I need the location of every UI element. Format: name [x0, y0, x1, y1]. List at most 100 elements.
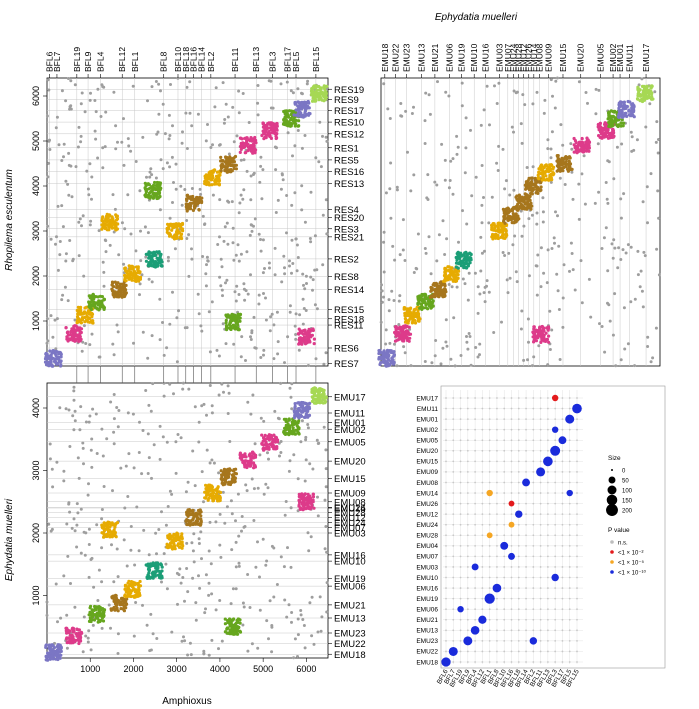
amphioxus-ephydatia-background-point: [248, 606, 252, 609]
amphioxus-rhopilema-cluster-point: [51, 349, 56, 353]
amphioxus-rhopilema-background-point: [221, 294, 224, 298]
amphioxus-ephydatia-background-point: [296, 477, 300, 481]
amphioxus-ephydatia-background-point: [180, 639, 184, 643]
ephydatia-rhopilema-cluster-point: [566, 169, 571, 173]
amphioxus-rhopilema-background-point: [295, 269, 299, 273]
amphioxus-rhopilema-cluster-point: [131, 267, 135, 271]
ephydatia-rhopilema-cluster-point: [387, 354, 391, 358]
ephydatia-rhopilema-top-label: EMU11: [625, 44, 635, 72]
amphioxus-rhopilema-cluster-point: [317, 96, 321, 101]
ephydatia-rhopilema-cluster-point: [596, 123, 601, 127]
amphioxus-ephydatia-cluster-point: [177, 538, 181, 542]
ephydatia-rhopilema-background-point: [639, 269, 643, 273]
amphioxus-rhopilema-background-point: [141, 330, 145, 334]
ephydatia-rhopilema-cluster-point: [560, 160, 565, 164]
amphioxus-ephydatia-background-point: [168, 382, 172, 386]
ephydatia-rhopilema-cluster-point: [443, 270, 447, 274]
amphioxus-ephydatia-cluster-point: [218, 498, 222, 502]
amphioxus-rhopilema-top-label: BFL3: [268, 51, 278, 72]
amphioxus-ephydatia-background-point: [290, 611, 294, 614]
ephydatia-rhopilema-cluster-point: [384, 364, 388, 368]
amphioxus-rhopilema-cluster-point: [126, 273, 130, 277]
amphioxus-ephydatia-background-point: [62, 574, 66, 578]
ephydatia-rhopilema-cluster-point: [636, 85, 640, 89]
amphioxus-ephydatia-background-point: [117, 409, 121, 412]
amphioxus-ephydatia-background-point: [126, 411, 130, 415]
ephydatia-rhopilema-cluster-point: [398, 327, 402, 331]
ephydatia-rhopilema-background-point: [476, 311, 480, 315]
amphioxus-rhopilema-cluster-point: [210, 183, 214, 187]
amphioxus-rhopilema-background-point: [66, 77, 70, 80]
ephydatia-rhopilema-cluster-point: [407, 339, 411, 343]
ephydatia-rhopilema-background-point: [398, 294, 402, 298]
ephydatia-rhopilema-background-point: [541, 220, 545, 224]
ephydatia-rhopilema-cluster-point: [456, 276, 460, 280]
amphioxus-ephydatia-cluster-point: [59, 647, 63, 651]
amphioxus-ephydatia-background-point: [112, 430, 116, 434]
amphioxus-rhopilema-y-tick-label: 1000: [31, 311, 41, 331]
amphioxus-rhopilema-cluster-point: [237, 316, 241, 320]
ephydatia-rhopilema-background-point: [522, 358, 526, 362]
amphioxus-ephydatia-background-point: [325, 550, 329, 554]
amphioxus-ephydatia-background-point: [126, 495, 130, 498]
ephydatia-rhopilema-background-point: [586, 101, 589, 105]
amphioxus-ephydatia-background-point: [65, 613, 69, 617]
amphioxus-rhopilema-cluster-point: [112, 295, 116, 299]
amphioxus-rhopilema-background-point: [146, 99, 149, 103]
amphioxus-ephydatia-background-point: [317, 441, 321, 445]
amphioxus-rhopilema-background-point: [231, 241, 235, 245]
ephydatia-rhopilema-background-point: [622, 192, 626, 196]
ephydatia-rhopilema-background-point: [606, 201, 610, 205]
amphioxus-rhopilema-cluster-point: [78, 306, 82, 310]
amphioxus-ephydatia-background-point: [289, 395, 293, 399]
ephydatia-rhopilema-background-point: [457, 240, 460, 244]
amphioxus-rhopilema-background-point: [214, 86, 218, 90]
amphioxus-ephydatia-background-point: [251, 393, 255, 397]
amphioxus-rhopilema-cluster-point: [100, 302, 104, 306]
amphioxus-ephydatia-cluster-point: [46, 651, 50, 655]
amphioxus-ephydatia-background-point: [234, 540, 238, 544]
ephydatia-rhopilema-background-point: [620, 142, 624, 146]
amphioxus-rhopilema-cluster-point: [167, 227, 171, 231]
amphioxus-rhopilema-background-point: [126, 137, 130, 141]
amphioxus-ephydatia-background-point: [152, 443, 156, 447]
ephydatia-rhopilema-cluster-point: [391, 358, 395, 362]
ephydatia-rhopilema-cluster-point: [609, 109, 613, 113]
ephydatia-rhopilema-cluster-point: [491, 237, 495, 241]
ephydatia-rhopilema-cluster-point: [538, 328, 542, 332]
amphioxus-ephydatia-background-point: [64, 407, 68, 411]
amphioxus-rhopilema-background-point: [315, 268, 319, 272]
amphioxus-ephydatia-cluster-point: [102, 610, 106, 614]
amphioxus-rhopilema-background-point: [134, 249, 138, 253]
amphioxus-ephydatia-cluster-point: [244, 455, 248, 459]
amphioxus-rhopilema-right-label: RES11: [334, 321, 363, 332]
amphioxus-ephydatia-cluster-point: [158, 571, 162, 576]
amphioxus-rhopilema-background-point: [300, 91, 303, 95]
amphioxus-ephydatia-background-point: [72, 428, 76, 432]
ephydatia-rhopilema-background-point: [630, 149, 634, 153]
amphioxus-rhopilema-background-point: [68, 239, 72, 242]
amphioxus-ephydatia-background-point: [265, 559, 269, 563]
amphioxus-ephydatia-background-point: [311, 467, 315, 471]
amphioxus-ephydatia-background-point: [207, 549, 211, 553]
ephydatia-rhopilema-cluster-point: [640, 84, 645, 88]
ephydatia-rhopilema-cluster-point: [513, 214, 517, 218]
amphioxus-rhopilema-cluster-point: [286, 124, 290, 128]
amphioxus-rhopilema-background-point: [45, 317, 49, 321]
ephydatia-rhopilema-background-point: [455, 285, 459, 289]
amphioxus-rhopilema-background-point: [249, 338, 253, 341]
ephydatia-rhopilema-cluster-point: [506, 211, 510, 215]
ephydatia-rhopilema-cluster-point: [380, 356, 384, 360]
ephydatia-rhopilema-background-point: [445, 344, 449, 348]
amphioxus-rhopilema-cluster-point: [230, 318, 234, 322]
ephydatia-rhopilema-background-point: [605, 197, 609, 201]
amphioxus-rhopilema-background-point: [67, 163, 71, 167]
amphioxus-rhopilema-background-point: [73, 83, 77, 87]
amphioxus-rhopilema-cluster-point: [44, 351, 48, 355]
amphioxus-ephydatia-background-point: [258, 575, 261, 579]
amphioxus-rhopilema-background-point: [217, 354, 221, 358]
ephydatia-rhopilema-cluster-point: [547, 340, 551, 344]
amphioxus-rhopilema-cluster-point: [129, 270, 133, 274]
amphioxus-rhopilema-background-point: [208, 350, 212, 354]
amphioxus-rhopilema-cluster-point: [105, 220, 109, 224]
